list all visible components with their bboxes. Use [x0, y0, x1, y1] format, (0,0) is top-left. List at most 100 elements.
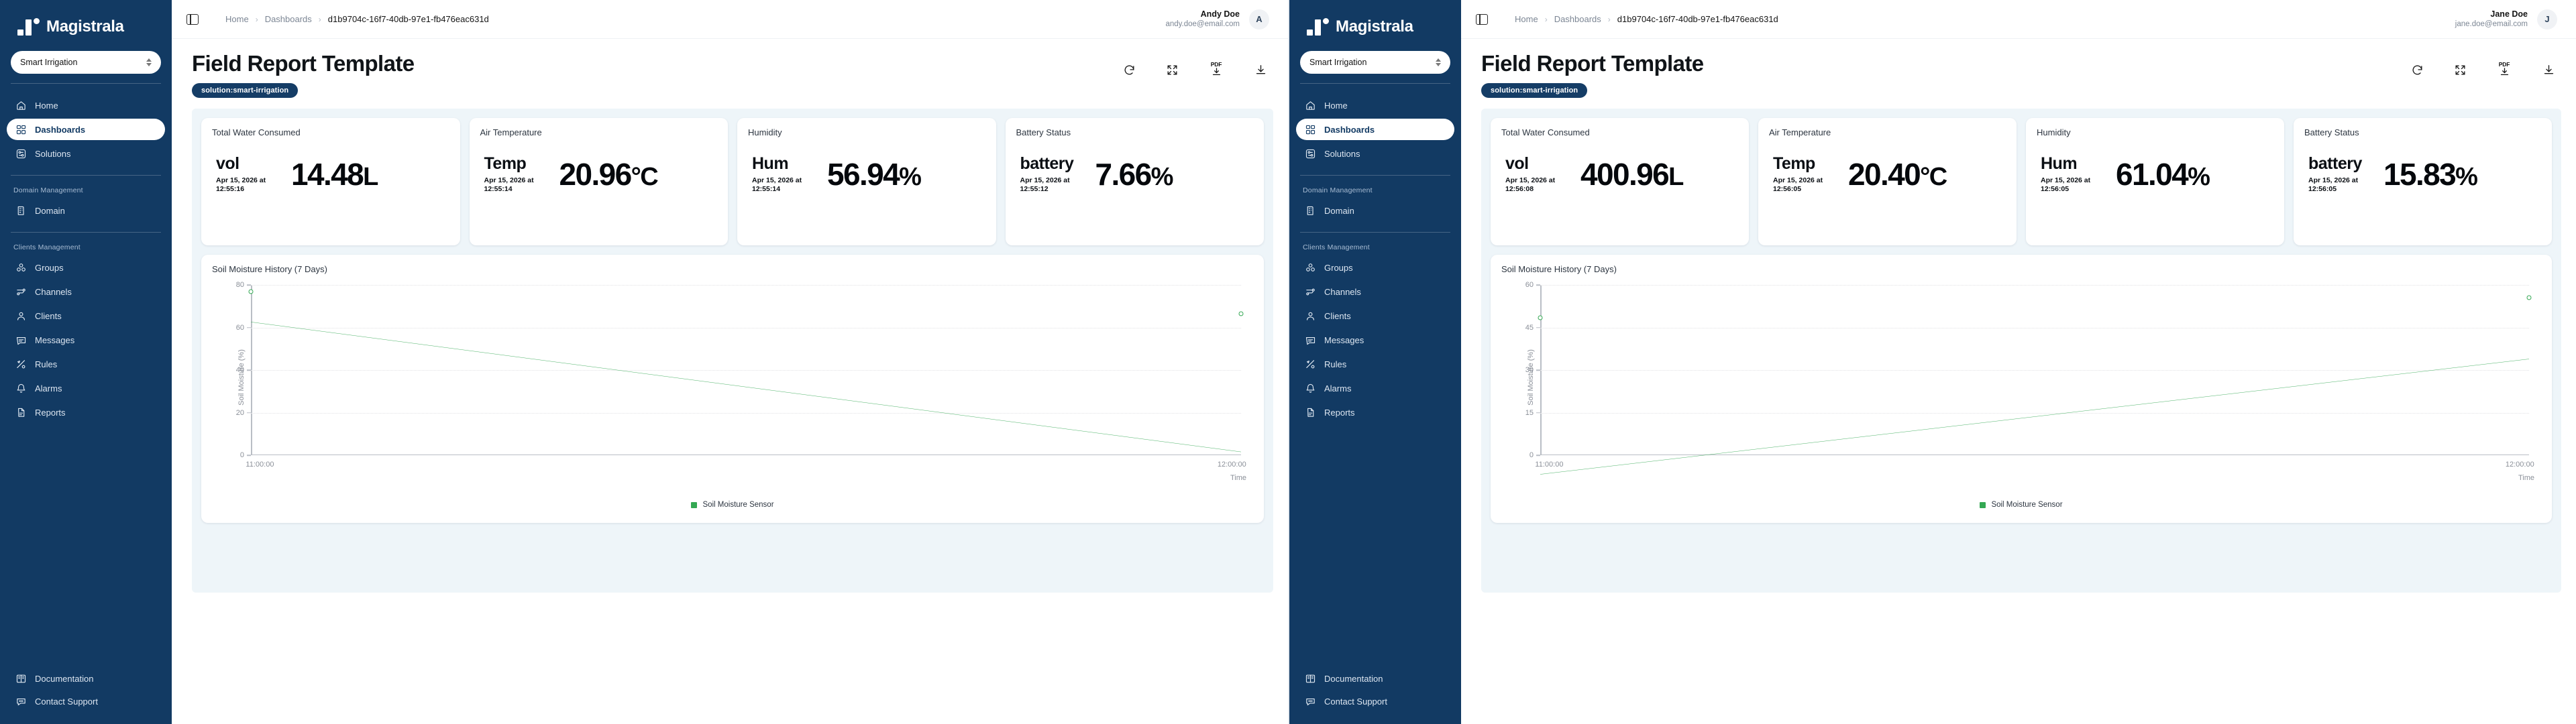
chart-title: Soil Moisture History (7 Days) [1501, 264, 1617, 274]
metric-key-block: vol Apr 15, 2026 at 12:56:08 [1505, 155, 1570, 194]
sidebar-item-label: Home [35, 100, 58, 111]
expand-icon[interactable] [1165, 62, 1179, 77]
sidebar-item-home[interactable]: Home [7, 95, 165, 116]
sidebar-item-contact-support[interactable]: Contact Support [7, 690, 165, 712]
chart-y-tick-mark [247, 412, 251, 414]
metric-card-body: Temp Apr 15, 2026 at 12:56:05 20.40°C [1769, 155, 2006, 194]
metric-card: Total Water Consumed vol Apr 15, 2026 at 1… [201, 118, 460, 245]
chart-card: Soil Moisture History (7 Days) Soil Moist… [201, 255, 1264, 523]
topbar-right: Andy Doe andy.doe@email.com A [1165, 9, 1269, 29]
domain-selector-value: Smart Irrigation [1309, 58, 1367, 67]
sidebar-item-alarms[interactable]: Alarms [7, 377, 165, 399]
dashboard-instance-left: Magistrala Smart Irrigation Home Dashboards… [0, 0, 1288, 724]
sidebar-item-channels[interactable]: Channels [7, 281, 165, 302]
sidebar-item-groups[interactable]: Groups [1296, 257, 1454, 278]
breadcrumb-separator: › [1544, 14, 1548, 24]
metric-key-block: vol Apr 15, 2026 at 12:55:16 [216, 155, 280, 194]
breadcrumb-separator: › [1607, 14, 1611, 24]
sidebar-item-messages[interactable]: Messages [7, 329, 165, 351]
metric-card: Air Temperature Temp Apr 15, 2026 at 12:56… [1758, 118, 2017, 245]
breadcrumb-item-1[interactable]: Dashboards [264, 14, 312, 24]
metric-number: 7.66 [1095, 157, 1152, 192]
avatar[interactable]: A [1249, 9, 1269, 29]
sidebar-item-dashboards[interactable]: Dashboards [1296, 119, 1454, 140]
chart-x-tick-start: 11:00:00 [1535, 461, 1564, 469]
sidebar: Magistrala Smart Irrigation Home Dashboards… [0, 0, 172, 724]
sidebar-item-dashboards[interactable]: Dashboards [7, 119, 165, 140]
sidebar-item-solutions[interactable]: Solutions [7, 143, 165, 164]
download-icon[interactable] [2541, 62, 2556, 77]
metric-key: Temp [1773, 154, 1815, 173]
chart-y-tick-label: 40 [235, 366, 244, 374]
chart-y-tick-mark [1536, 412, 1540, 414]
metric-card-title: Humidity [2037, 127, 2071, 137]
sidebar-item-solutions[interactable]: Solutions [1296, 143, 1454, 164]
sidebar-item-domain[interactable]: Domain [1296, 200, 1454, 221]
chart-card: Soil Moisture History (7 Days) Soil Moist… [1491, 255, 2552, 523]
panel-toggle-icon[interactable] [1476, 13, 1488, 25]
download-icon[interactable] [1253, 62, 1268, 77]
sidebar-item-messages[interactable]: Messages [1296, 329, 1454, 351]
sidebar-item-documentation[interactable]: Documentation [1296, 668, 1454, 689]
sidebar-item-label: Domain [35, 205, 65, 216]
panel-toggle-icon[interactable] [186, 13, 199, 25]
sidebar-item-rules[interactable]: Rules [7, 353, 165, 375]
chart-y-tick-label: 15 [1525, 408, 1534, 417]
sidebar-item-home[interactable]: Home [1296, 95, 1454, 116]
refresh-icon[interactable] [2410, 62, 2424, 77]
sidebar-item-domain[interactable]: Domain [7, 200, 165, 221]
breadcrumb-item-0[interactable]: Home [1515, 14, 1538, 24]
domain-selector[interactable]: Smart Irrigation [1300, 51, 1450, 74]
solutions-icon [1304, 147, 1316, 160]
sidebar-item-clients[interactable]: Clients [1296, 305, 1454, 326]
chart-y-tick-label: 80 [235, 281, 244, 289]
breadcrumb-item-0[interactable]: Home [225, 14, 249, 24]
pdf-download-icon [2499, 68, 2510, 80]
metric-value: 14.48L [291, 156, 378, 192]
metric-value: 7.66% [1095, 156, 1174, 192]
sidebar-item-rules[interactable]: Rules [1296, 353, 1454, 375]
chart-y-tick-label: 60 [1525, 281, 1534, 289]
sidebar-item-channels[interactable]: Channels [1296, 281, 1454, 302]
metric-value: 20.96°C [559, 156, 659, 192]
metric-value: 400.96L [1580, 156, 1684, 192]
sidebar-item-groups[interactable]: Groups [7, 257, 165, 278]
topbar: Home › Dashboards › d1b9704c-16f7-40db-97e1-… [172, 0, 1288, 39]
sidebar-item-reports[interactable]: Reports [7, 402, 165, 423]
sidebar-item-label: Messages [1324, 335, 1364, 345]
sidebar-section-clients-management: Clients Management [13, 243, 80, 251]
sidebar-item-clients[interactable]: Clients [7, 305, 165, 326]
breadcrumb-item-1[interactable]: Dashboards [1554, 14, 1601, 24]
sidebar-item-alarms[interactable]: Alarms [1296, 377, 1454, 399]
domain-selector[interactable]: Smart Irrigation [11, 51, 161, 74]
chart-title: Soil Moisture History (7 Days) [212, 264, 327, 274]
sidebar-item-contact-support[interactable]: Contact Support [1296, 690, 1454, 712]
metric-value: 56.94% [827, 156, 922, 192]
metric-card-title: Battery Status [2304, 127, 2359, 137]
metric-card-title: Air Temperature [480, 127, 542, 137]
page-actions: PDF [2410, 62, 2556, 78]
sidebar-item-documentation[interactable]: Documentation [7, 668, 165, 689]
chart-x-tick-start: 11:00:00 [246, 461, 274, 469]
refresh-icon[interactable] [1122, 62, 1136, 77]
download-pdf-button[interactable]: PDF [2496, 62, 2513, 78]
legend-label: Soil Moisture Sensor [702, 501, 774, 509]
avatar[interactable]: J [2537, 9, 2557, 29]
chart-data-point [248, 289, 254, 294]
dashboard-canvas: Total Water Consumed vol Apr 15, 2026 at 1… [192, 109, 1273, 593]
sidebar-item-label: Rules [1324, 359, 1347, 369]
breadcrumb-item-2: d1b9704c-16f7-40db-97e1-fb476eac631d [1617, 14, 1778, 24]
metric-unit: L [1668, 163, 1684, 192]
sidebar-item-label: Documentation [35, 673, 94, 684]
sidebar-item-reports[interactable]: Reports [1296, 402, 1454, 423]
chevron-updown-icon [146, 58, 152, 66]
breadcrumb: Home › Dashboards › d1b9704c-16f7-40db-97e1-… [225, 14, 489, 24]
metric-key: battery [2308, 154, 2362, 173]
chart-y-tick-mark [247, 284, 251, 286]
chart-y-tick-label: 30 [1525, 366, 1534, 374]
magistrala-logo-icon [1307, 18, 1329, 36]
expand-icon[interactable] [2453, 62, 2467, 77]
metric-key-block: Hum Apr 15, 2026 at 12:55:14 [752, 155, 816, 194]
metric-timestamp: Apr 15, 2026 at 12:56:08 [1505, 176, 1556, 194]
download-pdf-button[interactable]: PDF [1208, 62, 1225, 78]
